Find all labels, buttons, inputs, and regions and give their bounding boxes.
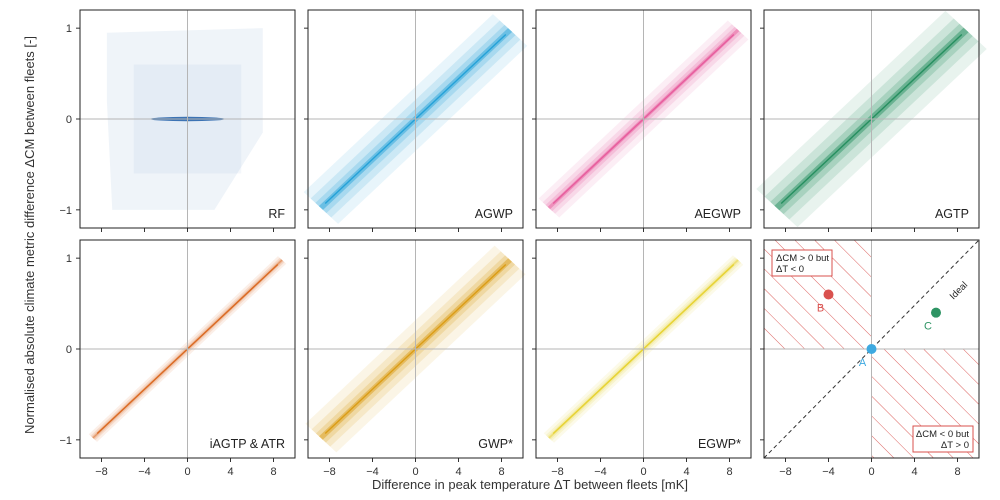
x-tick-label: −8 <box>323 466 336 478</box>
y-tick-label: 1 <box>66 23 72 35</box>
x-tick-label: −8 <box>779 466 792 478</box>
x-tick-label: −4 <box>138 466 151 478</box>
point-label: A <box>859 357 867 369</box>
y-tick-label: 0 <box>66 114 72 126</box>
panel-1: −1 0 1 RF <box>59 9 296 232</box>
x-tick-label: 4 <box>911 466 917 478</box>
panel-3: AEGWP <box>532 9 752 232</box>
annotation-box-frame <box>771 249 833 277</box>
panel-frame <box>307 239 524 459</box>
point-b <box>823 289 834 300</box>
annotation-line: ΔCM > 0 but <box>776 253 829 264</box>
panel-frame <box>535 239 752 459</box>
y-tick-label: −1 <box>59 205 72 217</box>
y-axis-label: Normalised absolute climate metric diffe… <box>22 36 37 434</box>
ideal-line <box>763 239 980 459</box>
panel-label: AGWP <box>475 207 513 221</box>
point-c <box>931 307 941 318</box>
panel-2: AGWP <box>303 9 528 232</box>
x-tick-label: 4 <box>683 466 689 478</box>
panel-4: AGTP <box>756 9 987 232</box>
panel-label: GWP* <box>478 437 513 451</box>
y-tick-label: 1 <box>66 253 72 265</box>
y-tick-label: −1 <box>59 435 72 447</box>
point-label: B <box>817 303 824 315</box>
x-tick-label: 8 <box>954 466 960 478</box>
panel-frame <box>763 239 980 459</box>
annotation-box-frame <box>912 425 974 453</box>
point-a <box>866 344 877 354</box>
x-tick-label: −4 <box>594 466 607 478</box>
panel-7: −8 −4 0 4 8 EGWP* <box>532 239 752 478</box>
x-tick-label: −8 <box>551 466 564 478</box>
x-tick-label: 4 <box>227 466 233 478</box>
panel-frame <box>535 9 752 229</box>
panels: −1 0 1 RF AGWP AEGWP AGTP −8 −4 0 4 8 −1 0 1 iAGTP & AT… <box>59 9 987 478</box>
y-tick-label: 0 <box>66 344 72 356</box>
annotation-line: ΔT > 0 <box>941 440 969 451</box>
panel-frame <box>763 9 980 229</box>
x-tick-label: 0 <box>640 466 646 478</box>
panel-label: AEGWP <box>694 207 741 221</box>
ideal-label: Ideal <box>948 280 970 302</box>
x-tick-label: 0 <box>412 466 418 478</box>
annotation-line: ΔCM < 0 but <box>916 429 969 440</box>
panel-label: EGWP* <box>698 437 741 451</box>
x-axis-label: Difference in peak temperature ΔT betwee… <box>372 477 688 492</box>
point-label: C <box>924 321 932 333</box>
panel-label: RF <box>268 207 285 221</box>
x-tick-label: −8 <box>95 466 108 478</box>
x-tick-label: 8 <box>726 466 732 478</box>
x-tick-label: −4 <box>822 466 835 478</box>
x-tick-label: 8 <box>498 466 504 478</box>
panel-frame <box>79 239 296 459</box>
annotation-line: ΔT < 0 <box>776 264 804 275</box>
x-tick-label: 0 <box>184 466 190 478</box>
x-tick-label: −4 <box>366 466 379 478</box>
panel-5: −8 −4 0 4 8 −1 0 1 iAGTP & ATR <box>59 239 296 478</box>
panel-label: AGTP <box>935 207 969 221</box>
x-tick-label: 8 <box>270 466 276 478</box>
panel-frame <box>79 9 296 229</box>
panel-frame <box>307 9 524 229</box>
x-tick-label: 0 <box>868 466 874 478</box>
x-tick-label: 4 <box>455 466 461 478</box>
panel-label: iAGTP & ATR <box>210 437 285 451</box>
panel-6: −8 −4 0 4 8 GWP* <box>304 239 526 478</box>
